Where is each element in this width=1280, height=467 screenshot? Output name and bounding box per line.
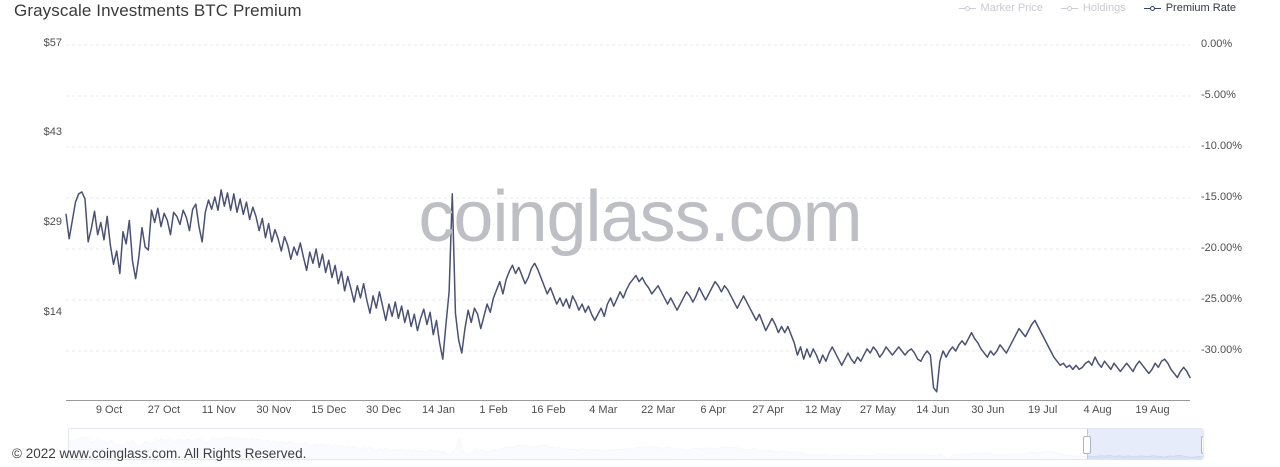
x-axis-tick: 14 Jan [421,404,456,416]
navigator-handle-right[interactable] [1201,436,1203,454]
right-axis-tick: 0.00% [1201,38,1233,50]
line-marker-icon [958,4,976,13]
x-axis-tick: 4 Mar [589,404,618,416]
right-axis-tick: -30.00% [1201,344,1242,356]
x-axis-tick: 11 Nov [201,404,236,416]
right-axis-tick: -10.00% [1201,140,1242,152]
x-axis-tick: 1 Feb [479,404,508,416]
legend-item-holdings[interactable]: Holdings [1060,2,1126,14]
x-axis-tick: 27 Oct [147,404,181,416]
x-axis-tick: 14 Jun [916,404,950,416]
line-marker-icon [1060,4,1078,13]
right-axis-tick: -15.00% [1201,191,1242,203]
navigator-handle-left[interactable] [1082,436,1091,454]
x-axis-tick: 19 Aug [1135,404,1170,416]
x-axis-tick: 12 May [804,404,842,416]
legend-item-marker-price[interactable]: Marker Price [958,2,1043,14]
x-axis-tick: 19 Jul [1028,404,1058,416]
right-axis-tick: -5.00% [1201,89,1236,101]
x-axis-tick: 22 Mar [641,404,676,416]
navigator-selection[interactable] [1086,429,1203,459]
x-axis-tick: 30 Jun [971,404,1005,416]
right-axis-tick: -25.00% [1201,293,1242,305]
left-axis-tick: $43 [43,126,62,138]
range-navigator[interactable] [68,428,1204,460]
line-marker-icon [1143,4,1161,13]
x-axis-line [66,400,1190,401]
chart-legend: Marker Price Holdings Premium Rate [958,2,1236,14]
x-axis-tick: 27 Apr [752,404,784,416]
right-axis-tick: -20.00% [1201,242,1242,254]
left-axis-tick: $14 [43,306,62,318]
x-axis-tick: 6 Apr [700,404,727,416]
premium-rate-line-chart [65,44,1191,393]
legend-label: Premium Rate [1165,2,1236,14]
x-axis-tick: 30 Nov [256,404,292,416]
x-axis-tick: 15 Dec [311,404,347,416]
x-axis-tick: 4 Aug [1083,404,1112,416]
copyright-footer: © 2022 www.coinglass.com. All Rights Res… [12,446,307,461]
legend-label: Marker Price [980,2,1043,14]
premium-rate-line [65,189,1191,393]
x-axis-tick: 30 Dec [366,404,402,416]
navigator-mask-left [69,429,1087,459]
left-axis-tick: $29 [43,216,62,228]
left-axis-tick: $57 [43,37,62,49]
legend-item-premium-rate[interactable]: Premium Rate [1143,2,1236,14]
x-axis-tick: 16 Feb [531,404,566,416]
plot-area: coinglass.com $57 $43 $29 $14 0.00% -5.00% -1… [0,28,1280,400]
page-title: Grayscale Investments BTC Premium [14,1,302,20]
x-axis-tick: 9 Oct [95,404,123,416]
x-axis-tick: 27 May [859,404,896,416]
legend-label: Holdings [1082,2,1126,14]
